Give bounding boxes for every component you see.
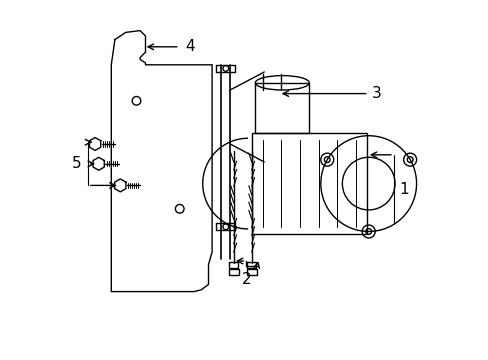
Bar [229, 262, 238, 268]
Text: 5: 5 [72, 156, 81, 171]
Bar [255, 83, 309, 133]
Bar [251, 133, 366, 234]
Text: 4: 4 [185, 39, 194, 54]
Text: 2: 2 [241, 272, 251, 287]
Bar [247, 262, 256, 268]
Text: 3: 3 [371, 86, 381, 101]
Bar [246, 269, 256, 275]
Text: 1: 1 [399, 181, 408, 197]
Bar [228, 269, 238, 275]
